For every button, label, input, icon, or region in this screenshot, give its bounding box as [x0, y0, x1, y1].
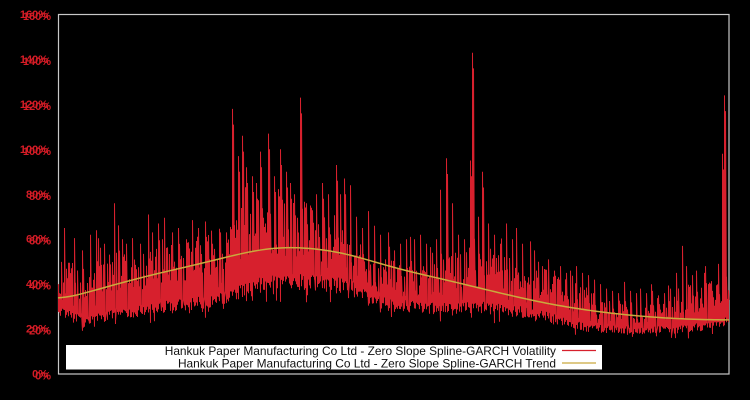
- svg-text:20%: 20%: [29, 326, 51, 338]
- svg-text:40%: 40%: [29, 281, 51, 293]
- svg-text:100%: 100%: [20, 144, 48, 156]
- svg-text:160%: 160%: [20, 9, 48, 21]
- svg-text:0%: 0%: [35, 371, 51, 383]
- svg-text:60%: 60%: [29, 236, 51, 248]
- svg-text:120%: 120%: [20, 99, 48, 111]
- svg-text:140%: 140%: [23, 56, 51, 68]
- svg-text:80%: 80%: [29, 191, 51, 203]
- svg-text:Hankuk Paper Manufacturing Co: Hankuk Paper Manufacturing Co Ltd - Zero…: [165, 344, 556, 358]
- svg-text:40%: 40%: [26, 279, 48, 291]
- svg-text:80%: 80%: [26, 189, 48, 201]
- svg-text:60%: 60%: [26, 234, 48, 246]
- svg-text:120%: 120%: [23, 101, 51, 113]
- svg-text:160%: 160%: [23, 11, 51, 23]
- svg-text:0%: 0%: [32, 369, 48, 381]
- svg-text:100%: 100%: [23, 146, 51, 158]
- svg-text:20%: 20%: [26, 324, 48, 336]
- svg-text:140%: 140%: [20, 54, 48, 66]
- svg-text:Hankuk Paper Manufacturing Co: Hankuk Paper Manufacturing Co Ltd - Zero…: [178, 357, 556, 371]
